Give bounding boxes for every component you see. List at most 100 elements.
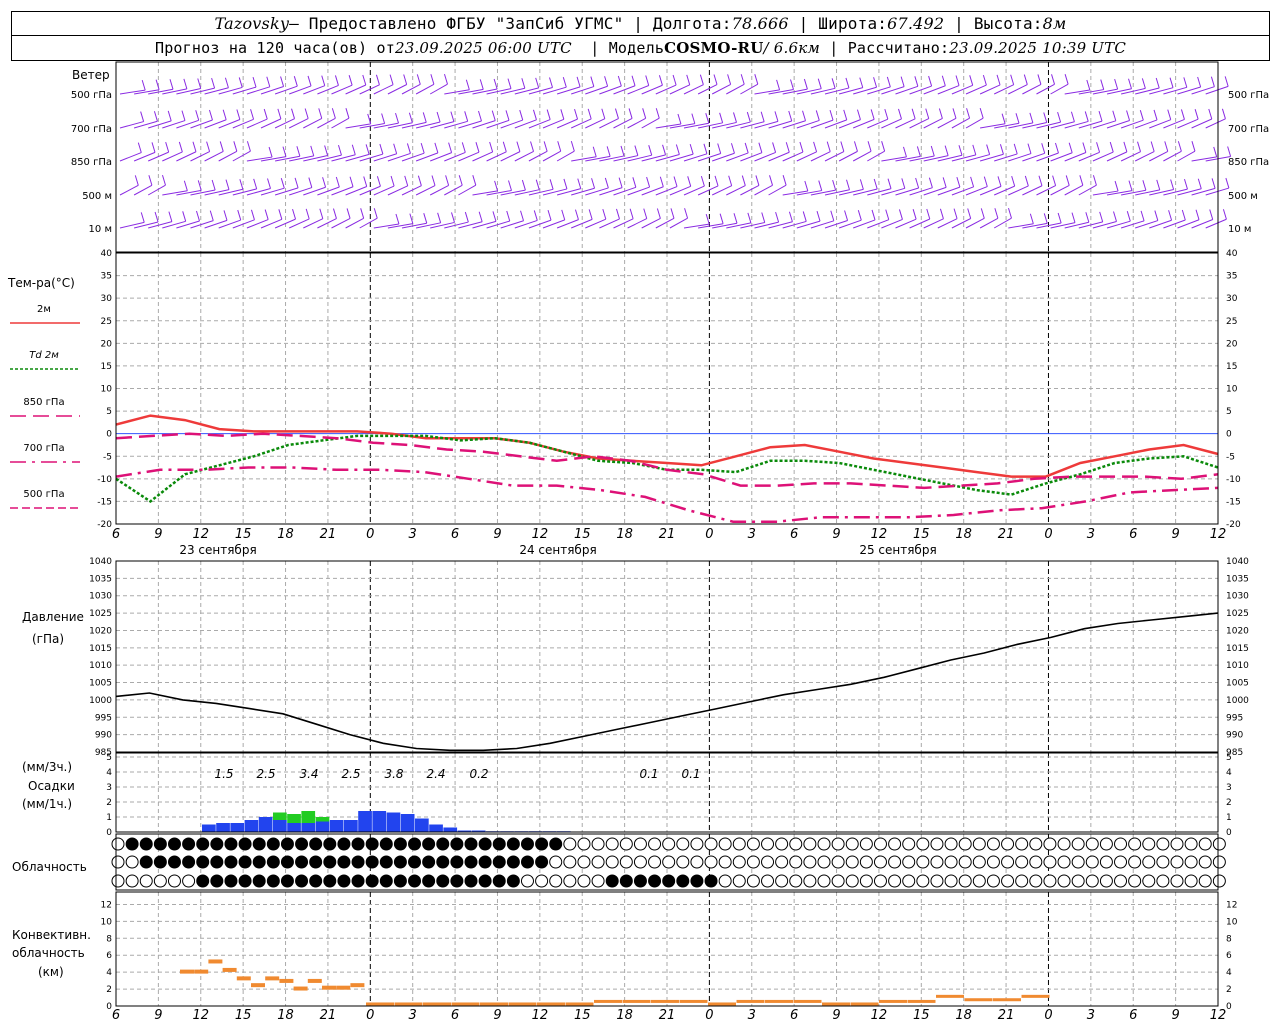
wind-barb-flag xyxy=(321,75,326,86)
pressure-y-tick-right: 1015 xyxy=(1226,644,1249,654)
wind-barb-flag xyxy=(451,212,455,223)
computed-time: 23.09.2025 10:39 UTC xyxy=(949,39,1127,57)
wind-barb xyxy=(980,123,1006,129)
wind-barb xyxy=(119,152,142,162)
wind-barb xyxy=(387,84,407,95)
wind-barb-flag xyxy=(304,108,309,119)
cloud-symbol xyxy=(1184,874,1198,888)
wind-barb-flag xyxy=(506,210,511,222)
wind-barb-flag xyxy=(310,145,315,157)
wind-barb-flag xyxy=(448,142,453,153)
cloud-symbol xyxy=(563,837,577,851)
wind-barb xyxy=(1120,151,1141,162)
wind-barb xyxy=(542,188,568,196)
wind-barb-flag xyxy=(181,110,186,121)
wind-barb xyxy=(1106,120,1130,129)
cloud-symbol xyxy=(1184,855,1198,869)
header-line-1: Tazovsky — Предоставлено ФГБУ "ЗапСиб УГ… xyxy=(11,11,1270,36)
wind-barb xyxy=(1078,120,1103,129)
cloud-symbol xyxy=(1170,855,1184,869)
wind-barb-flag xyxy=(165,141,170,153)
cloud-symbol xyxy=(125,855,139,869)
wind-barb xyxy=(204,219,228,229)
wind-barb-flag xyxy=(296,146,301,157)
cloud-symbol xyxy=(266,874,280,888)
panel-frame xyxy=(115,752,1219,833)
wind-barb xyxy=(768,221,793,229)
wind-barb xyxy=(148,120,172,129)
cloud-symbol xyxy=(817,874,831,888)
cloud-symbol xyxy=(478,855,492,869)
wind-barb xyxy=(1177,188,1202,196)
wind-level-label: 850 гПа xyxy=(71,157,112,168)
wind-barb xyxy=(1135,119,1158,129)
wind-barb xyxy=(965,117,984,129)
rain-bar xyxy=(202,824,216,832)
wind-barb-flag xyxy=(740,74,745,85)
wind-barb-flag xyxy=(1224,76,1229,87)
wind-barb xyxy=(514,151,534,162)
conv-top-bar xyxy=(307,978,322,983)
cloud-symbol xyxy=(577,837,591,851)
cloud-symbol xyxy=(619,837,633,851)
wind-level-label-right: 10 м xyxy=(1228,224,1251,235)
temp-y-tick-right: 25 xyxy=(1226,317,1237,327)
wind-barb xyxy=(317,84,339,95)
wind-barb xyxy=(274,187,299,196)
pressure-y-tick: 1035 xyxy=(89,574,112,584)
wind-barb xyxy=(246,118,268,129)
wind-barb xyxy=(895,85,919,95)
wind-barb-flag xyxy=(758,142,763,153)
wind-barb xyxy=(359,185,381,196)
cloud-symbol xyxy=(1001,855,1015,869)
cloud-symbol xyxy=(859,837,873,851)
temp-y-tick: 5 xyxy=(106,407,112,417)
rain-bar xyxy=(372,811,387,832)
wind-barb xyxy=(401,121,427,129)
wind-barb xyxy=(726,222,751,229)
cloud-symbol xyxy=(690,874,704,888)
wind-barb-flag xyxy=(717,143,722,154)
conv-base-bar xyxy=(594,999,622,1003)
precip-y-tick-right: 1 xyxy=(1226,813,1232,823)
conv-base-bar xyxy=(394,1002,423,1006)
cloud-symbol xyxy=(506,874,520,888)
wind-barb xyxy=(190,220,214,229)
cloud-symbol xyxy=(280,874,294,888)
wind-barb-flag xyxy=(1197,178,1202,189)
snow-bar xyxy=(315,817,330,822)
wind-barb-flag xyxy=(375,74,380,85)
rain-bar xyxy=(258,817,273,832)
wind-barb xyxy=(1008,84,1028,95)
wind-barb-flag xyxy=(813,141,818,152)
wind-barb xyxy=(571,218,593,229)
x-tick-label: 21 xyxy=(320,527,337,542)
wind-barb xyxy=(1008,223,1034,229)
conv-base-bar xyxy=(964,998,993,1002)
cloud-symbol xyxy=(139,874,153,888)
wind-barb-flag xyxy=(1114,180,1119,192)
pressure-y-tick-right: 1030 xyxy=(1226,592,1249,602)
wind-barb-flag xyxy=(576,76,581,88)
wind-barb-flag xyxy=(535,179,540,190)
wind-barb xyxy=(669,123,695,129)
wind-barb-flag xyxy=(632,177,637,188)
wind-barb-flag xyxy=(1222,209,1227,220)
cloud-symbol xyxy=(1085,855,1099,869)
pressure-y-tick-right: 1035 xyxy=(1226,574,1249,584)
cloud-symbol xyxy=(436,874,450,888)
wind-barb xyxy=(331,217,351,229)
wind-barb xyxy=(274,85,298,95)
wind-barb xyxy=(1050,222,1076,229)
conv-top-bar xyxy=(208,959,223,964)
cloud-symbol xyxy=(1099,855,1113,869)
wind-barb xyxy=(542,219,565,229)
wind-barb-flag xyxy=(980,208,985,219)
x-tick-label: 12 xyxy=(1210,527,1227,542)
cloud-symbol xyxy=(365,874,379,888)
wind-barb xyxy=(1149,119,1171,129)
wind-barb xyxy=(232,188,257,196)
wind-barb xyxy=(824,220,848,229)
cloud-symbol xyxy=(775,874,789,888)
x-tick-label: 9 xyxy=(832,1008,840,1023)
